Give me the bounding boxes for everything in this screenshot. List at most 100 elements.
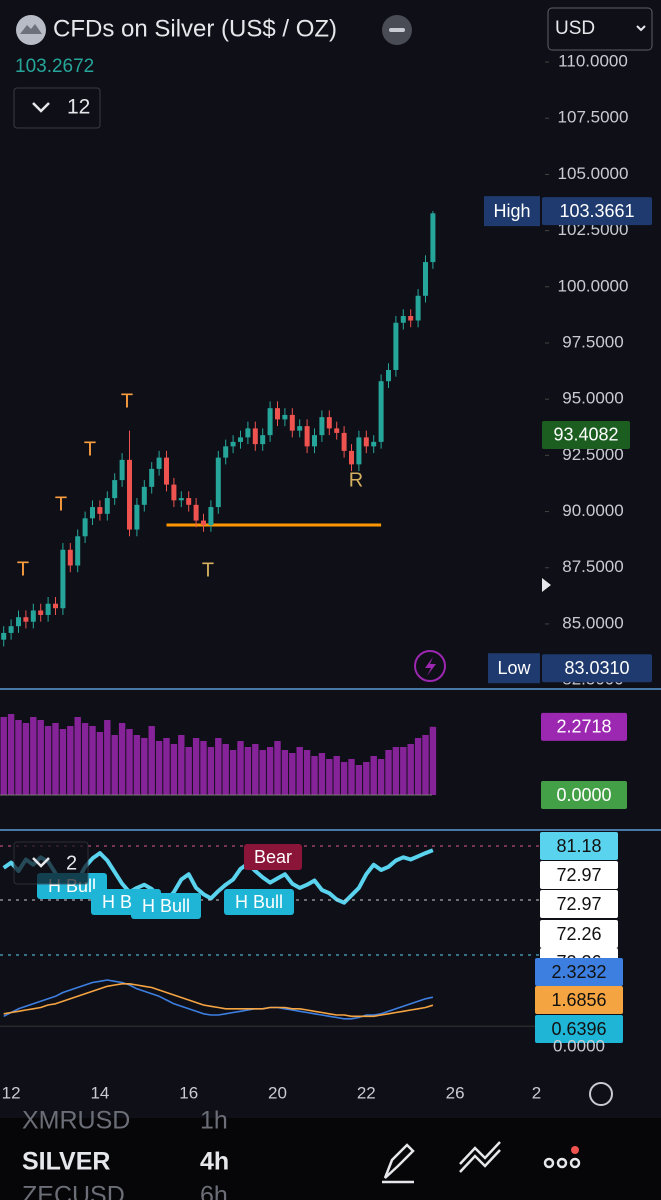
volume-bar bbox=[52, 723, 59, 795]
y-tick-label: 110.0000 bbox=[558, 52, 628, 71]
volume-bar bbox=[252, 744, 259, 795]
macd-value-box bbox=[535, 1015, 623, 1043]
alert-icon[interactable] bbox=[414, 650, 446, 682]
volume-bar bbox=[111, 735, 118, 795]
volume-bar bbox=[141, 738, 148, 795]
currency: USD bbox=[555, 18, 595, 39]
volume-bar bbox=[400, 747, 407, 795]
candle-body bbox=[156, 457, 162, 469]
candle-body bbox=[423, 262, 428, 296]
symbol-interval: 4h bbox=[200, 1148, 229, 1176]
candle-body bbox=[75, 536, 81, 566]
indicator-dropdown[interactable] bbox=[13, 841, 89, 885]
volume-bar bbox=[311, 756, 318, 795]
notification-dot bbox=[571, 1146, 579, 1154]
y-tick-label: 97.5000 bbox=[562, 332, 623, 351]
y-tick-label: 95.0000 bbox=[562, 389, 623, 408]
candle-body bbox=[178, 498, 184, 501]
volume-bar bbox=[89, 726, 96, 795]
draw-icon[interactable] bbox=[382, 1143, 415, 1184]
candle-body bbox=[245, 428, 251, 438]
x-tick-label: 26 bbox=[446, 1083, 465, 1102]
candle-body bbox=[134, 504, 140, 530]
signal-marker: T bbox=[17, 558, 29, 580]
candle-body bbox=[378, 381, 384, 442]
x-tick-label: 12 bbox=[2, 1083, 21, 1102]
volume-bar bbox=[37, 720, 44, 795]
signal-marker: R bbox=[349, 469, 363, 491]
candle-body bbox=[415, 295, 421, 321]
candle-body bbox=[282, 414, 288, 420]
symbol-interval: 6h bbox=[200, 1182, 228, 1200]
volume-bar bbox=[370, 756, 377, 795]
volume-bar bbox=[414, 738, 422, 795]
high-value-box bbox=[542, 197, 652, 226]
candle-body bbox=[201, 520, 206, 526]
signal-marker: T bbox=[55, 493, 67, 515]
scroll-arrow[interactable] bbox=[542, 578, 551, 592]
volume-bar bbox=[281, 750, 289, 795]
more-icon bbox=[556, 1157, 568, 1169]
divergence-label: H Bull bbox=[235, 892, 283, 912]
volume-bar bbox=[348, 759, 355, 795]
candle-body bbox=[104, 498, 110, 514]
chevron bbox=[32, 102, 50, 113]
candle-body bbox=[30, 610, 36, 622]
candle-body bbox=[60, 549, 66, 609]
volume-bar bbox=[185, 747, 192, 795]
rsi-value-box bbox=[540, 832, 618, 860]
candle-body bbox=[312, 435, 317, 447]
volume-bar bbox=[385, 750, 392, 795]
bolt bbox=[425, 657, 436, 676]
candle-body bbox=[90, 507, 95, 519]
high-label: High bbox=[493, 201, 530, 221]
volume-bar bbox=[44, 726, 52, 795]
more-icon[interactable] bbox=[543, 1157, 555, 1169]
volume-bar bbox=[303, 750, 311, 795]
rsi-value-box bbox=[540, 920, 618, 948]
candle-body bbox=[193, 504, 199, 521]
candle-body bbox=[297, 426, 303, 431]
volume-bar bbox=[133, 735, 141, 795]
volume-bar bbox=[318, 753, 326, 795]
divergence-tag bbox=[244, 844, 302, 870]
candle-body bbox=[53, 603, 58, 609]
volume-bar bbox=[7, 714, 15, 795]
symbol-name[interactable]: SILVER bbox=[22, 1148, 110, 1176]
volume-value: 2.2718 bbox=[556, 717, 611, 737]
zero-value: 0.0000 bbox=[556, 785, 611, 805]
candle-body bbox=[430, 213, 436, 263]
candle-body bbox=[186, 498, 192, 505]
symbol-interval: 1h bbox=[200, 1107, 228, 1135]
volume-bar bbox=[126, 729, 133, 795]
high-value: 103.3661 bbox=[559, 201, 634, 221]
divergence-tag bbox=[131, 893, 201, 919]
indicator-dropdown[interactable] bbox=[13, 87, 101, 129]
rsi-value: 72.97 bbox=[556, 894, 601, 914]
candle-body bbox=[319, 417, 325, 436]
plot-area: 110.0000107.5000105.0000102.5000100.0000… bbox=[0, 52, 652, 1102]
rsi-value-box bbox=[540, 861, 618, 889]
y-tick-label: 105.0000 bbox=[558, 164, 629, 183]
candle-body bbox=[260, 435, 266, 445]
candle-body bbox=[149, 468, 155, 487]
candle-body bbox=[141, 486, 147, 505]
candle-body bbox=[238, 437, 243, 442]
y-tick-label: 100.0000 bbox=[558, 276, 629, 295]
candle-body bbox=[349, 450, 354, 465]
settings-icon[interactable] bbox=[589, 1082, 613, 1106]
volume-bar bbox=[148, 726, 155, 795]
y-tick-label: 87.5000 bbox=[562, 557, 623, 576]
candle-body bbox=[386, 369, 391, 382]
volume-bar bbox=[30, 717, 37, 795]
symbol-name[interactable]: XMRUSD bbox=[22, 1107, 130, 1135]
currency-select[interactable] bbox=[547, 7, 653, 51]
macd-value-box bbox=[535, 958, 623, 986]
symbol-name[interactable]: ZECUSD bbox=[22, 1182, 125, 1200]
indicator-count: 12 bbox=[67, 96, 90, 119]
candle-body bbox=[334, 428, 340, 433]
high-tag bbox=[484, 196, 540, 227]
candle-body bbox=[119, 459, 125, 481]
lines-icon[interactable] bbox=[459, 1141, 501, 1173]
trail-value-box bbox=[542, 420, 630, 449]
